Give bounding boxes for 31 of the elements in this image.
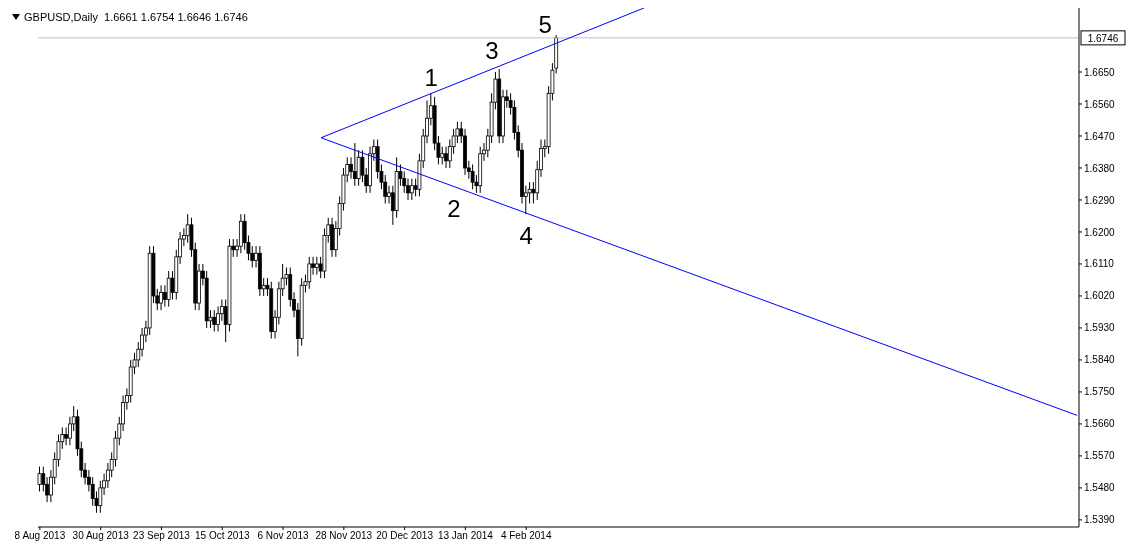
y-tick-label: 1.6470 <box>1084 130 1116 142</box>
y-tick-label: 1.6200 <box>1084 226 1116 238</box>
y-tick-label: 1.6110 <box>1084 258 1115 270</box>
x-tick-label: 20 Dec 2013 <box>376 530 434 542</box>
annotation: 1 <box>424 63 438 91</box>
y-tick-label: 1.5750 <box>1084 386 1116 398</box>
y-tick-label: 1.5390 <box>1084 514 1116 526</box>
x-tick-label: 23 Sep 2013 <box>133 530 191 542</box>
annotation: 5 <box>538 10 552 38</box>
annotation: 3 <box>485 37 499 65</box>
y-tick-label: 1.6650 <box>1084 66 1116 78</box>
ref-line-label: 1.6746 <box>1087 32 1119 44</box>
y-tick-label: 1.5570 <box>1084 450 1116 462</box>
x-tick-label: 15 Oct 2013 <box>195 530 250 542</box>
chart-title: GBPUSD,Daily 1.6661 1.6754 1.6646 1.6746 <box>24 11 248 23</box>
x-tick-label: 8 Aug 2013 <box>14 530 66 542</box>
annotation: 2 <box>447 195 461 223</box>
y-tick-label: 1.6380 <box>1084 162 1116 174</box>
y-tick-label: 1.5480 <box>1084 482 1116 494</box>
x-tick-label: 28 Nov 2013 <box>315 530 373 542</box>
y-tick-label: 1.5660 <box>1084 418 1116 430</box>
annotation: 4 <box>519 222 533 250</box>
x-tick-label: 30 Aug 2013 <box>72 530 130 542</box>
x-tick-label: 13 Jan 2014 <box>437 530 494 542</box>
y-tick-label: 1.5930 <box>1084 322 1116 334</box>
x-tick-label: 6 Nov 2013 <box>257 530 310 542</box>
y-tick-label: 1.5840 <box>1084 354 1116 366</box>
y-tick-label: 1.6560 <box>1084 98 1116 110</box>
x-tick-label: 4 Feb 2014 <box>500 530 552 542</box>
y-tick-label: 1.6290 <box>1084 194 1116 206</box>
y-tick-label: 1.6020 <box>1084 290 1116 302</box>
